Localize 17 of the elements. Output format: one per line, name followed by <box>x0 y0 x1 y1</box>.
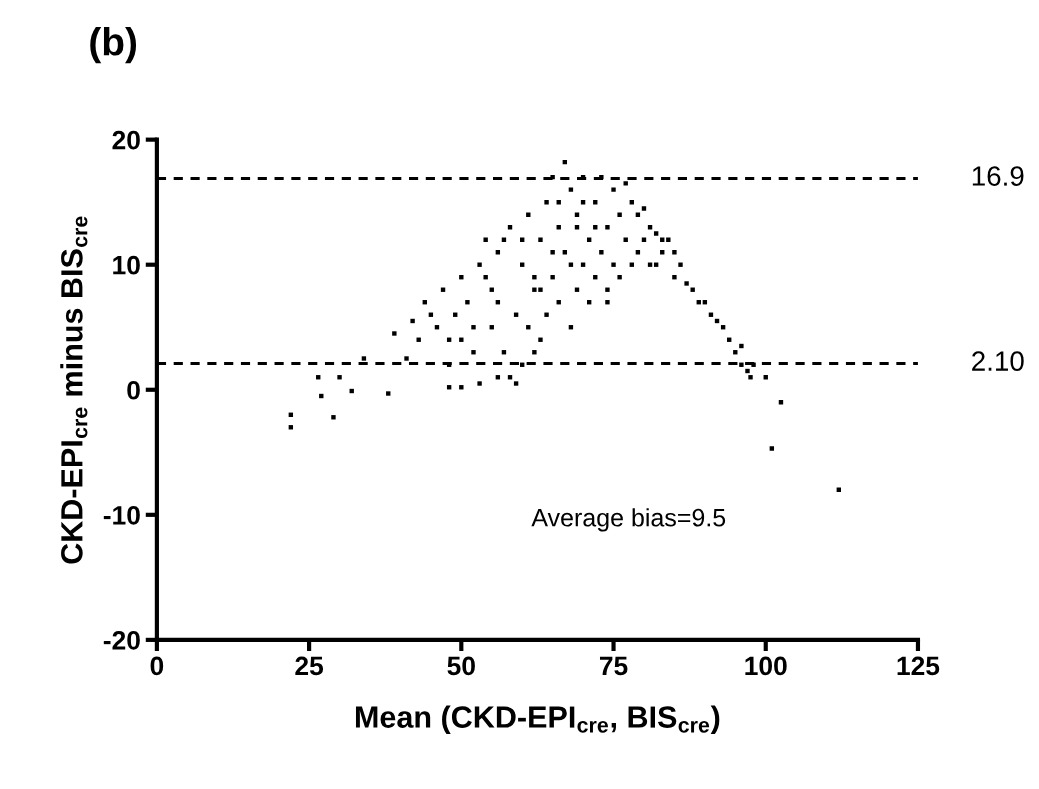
x-tick-label: 100 <box>745 656 787 676</box>
annotation: Average bias=9.5 <box>531 508 726 532</box>
y-tick-label: 0 <box>127 380 140 400</box>
y-tick-label: -20 <box>103 631 140 650</box>
y-tick-label: 10 <box>113 255 140 275</box>
x-tick-label: 75 <box>599 656 628 676</box>
x-tick-label: 0 <box>150 656 164 676</box>
ref-line-label: 2.10 <box>972 351 1024 371</box>
x-tick-label: 125 <box>897 656 940 676</box>
ref-line-label: 16.9 <box>972 166 1024 186</box>
x-axis-title: Mean (CKD-EPI$_{cre}$, BIS$_{cre}$) <box>355 705 720 734</box>
y-tick-label: -10 <box>103 505 140 525</box>
y-axis-title: CKD-EPI$_{cre}$ minus BIS$_{cre}$ <box>60 216 88 564</box>
chart-title: (b) <box>90 27 137 64</box>
x-tick-label: 50 <box>447 656 475 676</box>
x-tick-label: 25 <box>295 656 324 676</box>
y-tick-label: 20 <box>112 130 140 150</box>
